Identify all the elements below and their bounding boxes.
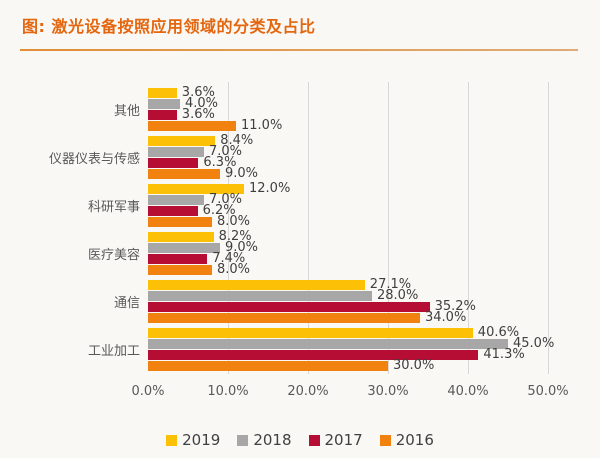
legend-item-2017: 2017: [308, 431, 363, 449]
x-tick-label: 0.0%: [131, 384, 165, 399]
legend-item-2018: 2018: [237, 431, 292, 449]
value-label: 28.0%: [377, 288, 419, 303]
x-tick-label: 50.0%: [527, 384, 569, 399]
bar-2018: 45.0%: [148, 337, 554, 351]
value-label: 8.4%: [220, 133, 254, 148]
category-label: 医疗美容: [87, 248, 140, 263]
value-label: 27.1%: [369, 277, 412, 292]
value-label: 40.6%: [477, 325, 520, 340]
bar-2016: 34.0%: [148, 311, 466, 325]
bar-2016: 8.0%: [148, 263, 250, 277]
legend: 2019 2018 2017 2016: [0, 431, 600, 449]
value-label: 35.2%: [434, 299, 476, 314]
bar-2019: 27.1%: [148, 278, 411, 292]
legend-swatch: [308, 434, 320, 446]
bar-2019: 8.4%: [148, 134, 253, 148]
value-label: 3.6%: [181, 85, 215, 100]
bar-2016: 9.0%: [148, 167, 258, 181]
value-label: 30.0%: [393, 358, 435, 373]
value-label: 8.2%: [218, 229, 252, 244]
bar-2016: 11.0%: [148, 119, 282, 133]
x-tick-label: 30.0%: [367, 384, 409, 399]
gridline: [548, 82, 549, 374]
legend-label: 2019: [182, 431, 221, 449]
bar-2017: 6.2%: [148, 204, 236, 218]
gridline: [308, 82, 309, 374]
category-label: 通信: [113, 296, 140, 311]
legend-swatch: [379, 434, 391, 446]
value-label: 41.3%: [483, 347, 525, 362]
category-label: 工业加工: [87, 344, 140, 359]
x-tick-label: 10.0%: [207, 384, 249, 399]
value-label: 6.3%: [203, 155, 237, 170]
value-label: 12.0%: [249, 181, 291, 196]
gridline: [468, 82, 469, 374]
bar-2018: 28.0%: [148, 289, 418, 303]
value-label: 34.0%: [425, 310, 467, 325]
gridlines-layer: [148, 82, 549, 374]
value-label: 45.0%: [513, 336, 555, 351]
bar-2017: 6.3%: [148, 156, 236, 170]
value-label: 11.0%: [241, 118, 283, 133]
value-label: 7.0%: [209, 144, 243, 159]
bar-2018: 9.0%: [148, 241, 258, 255]
bar-2017: 41.3%: [148, 348, 525, 362]
bar-2019: 12.0%: [148, 182, 290, 196]
bar-2017: 7.4%: [148, 252, 245, 266]
legend-item-2016: 2016: [379, 431, 434, 449]
category-label: 科研军事: [87, 200, 140, 215]
value-label: 7.0%: [209, 192, 243, 207]
legend-label: 2017: [324, 431, 363, 449]
legend-label: 2018: [253, 431, 292, 449]
legend-swatch: [166, 434, 178, 446]
gridline: [228, 82, 229, 374]
value-label: 9.0%: [225, 166, 259, 181]
bar-2019: 8.2%: [148, 230, 252, 244]
bar-2018: 7.0%: [148, 145, 242, 159]
value-label: 8.0%: [217, 262, 251, 277]
value-label: 3.6%: [181, 107, 215, 122]
bar-2016: 8.0%: [148, 215, 250, 229]
title-divider: [20, 49, 578, 51]
value-label: 9.0%: [225, 240, 259, 255]
category-label: 仪器仪表与传感: [48, 152, 140, 167]
value-label: 6.2%: [202, 203, 236, 218]
category-label: 其他: [113, 104, 140, 119]
value-label: 4.0%: [185, 96, 219, 111]
legend-item-2019: 2019: [166, 431, 220, 449]
bar-2018: 4.0%: [148, 97, 218, 111]
value-label: 8.0%: [217, 214, 251, 229]
chart-title: 图: 激光设备按照应用领域的分类及占比: [22, 17, 316, 36]
bar-2019: 40.6%: [148, 326, 519, 340]
bar-2017: 3.6%: [148, 108, 215, 122]
gridline: [388, 82, 389, 374]
bar-2019: 3.6%: [148, 86, 215, 100]
legend-swatch: [237, 434, 249, 446]
bar-2016: 30.0%: [148, 359, 434, 373]
bar-2018: 7.0%: [148, 193, 242, 207]
value-label: 7.4%: [212, 251, 246, 266]
bar-2017: 35.2%: [148, 300, 476, 314]
x-tick-label: 40.0%: [447, 384, 489, 399]
x-tick-label: 20.0%: [287, 384, 329, 399]
legend-label: 2016: [395, 431, 434, 449]
